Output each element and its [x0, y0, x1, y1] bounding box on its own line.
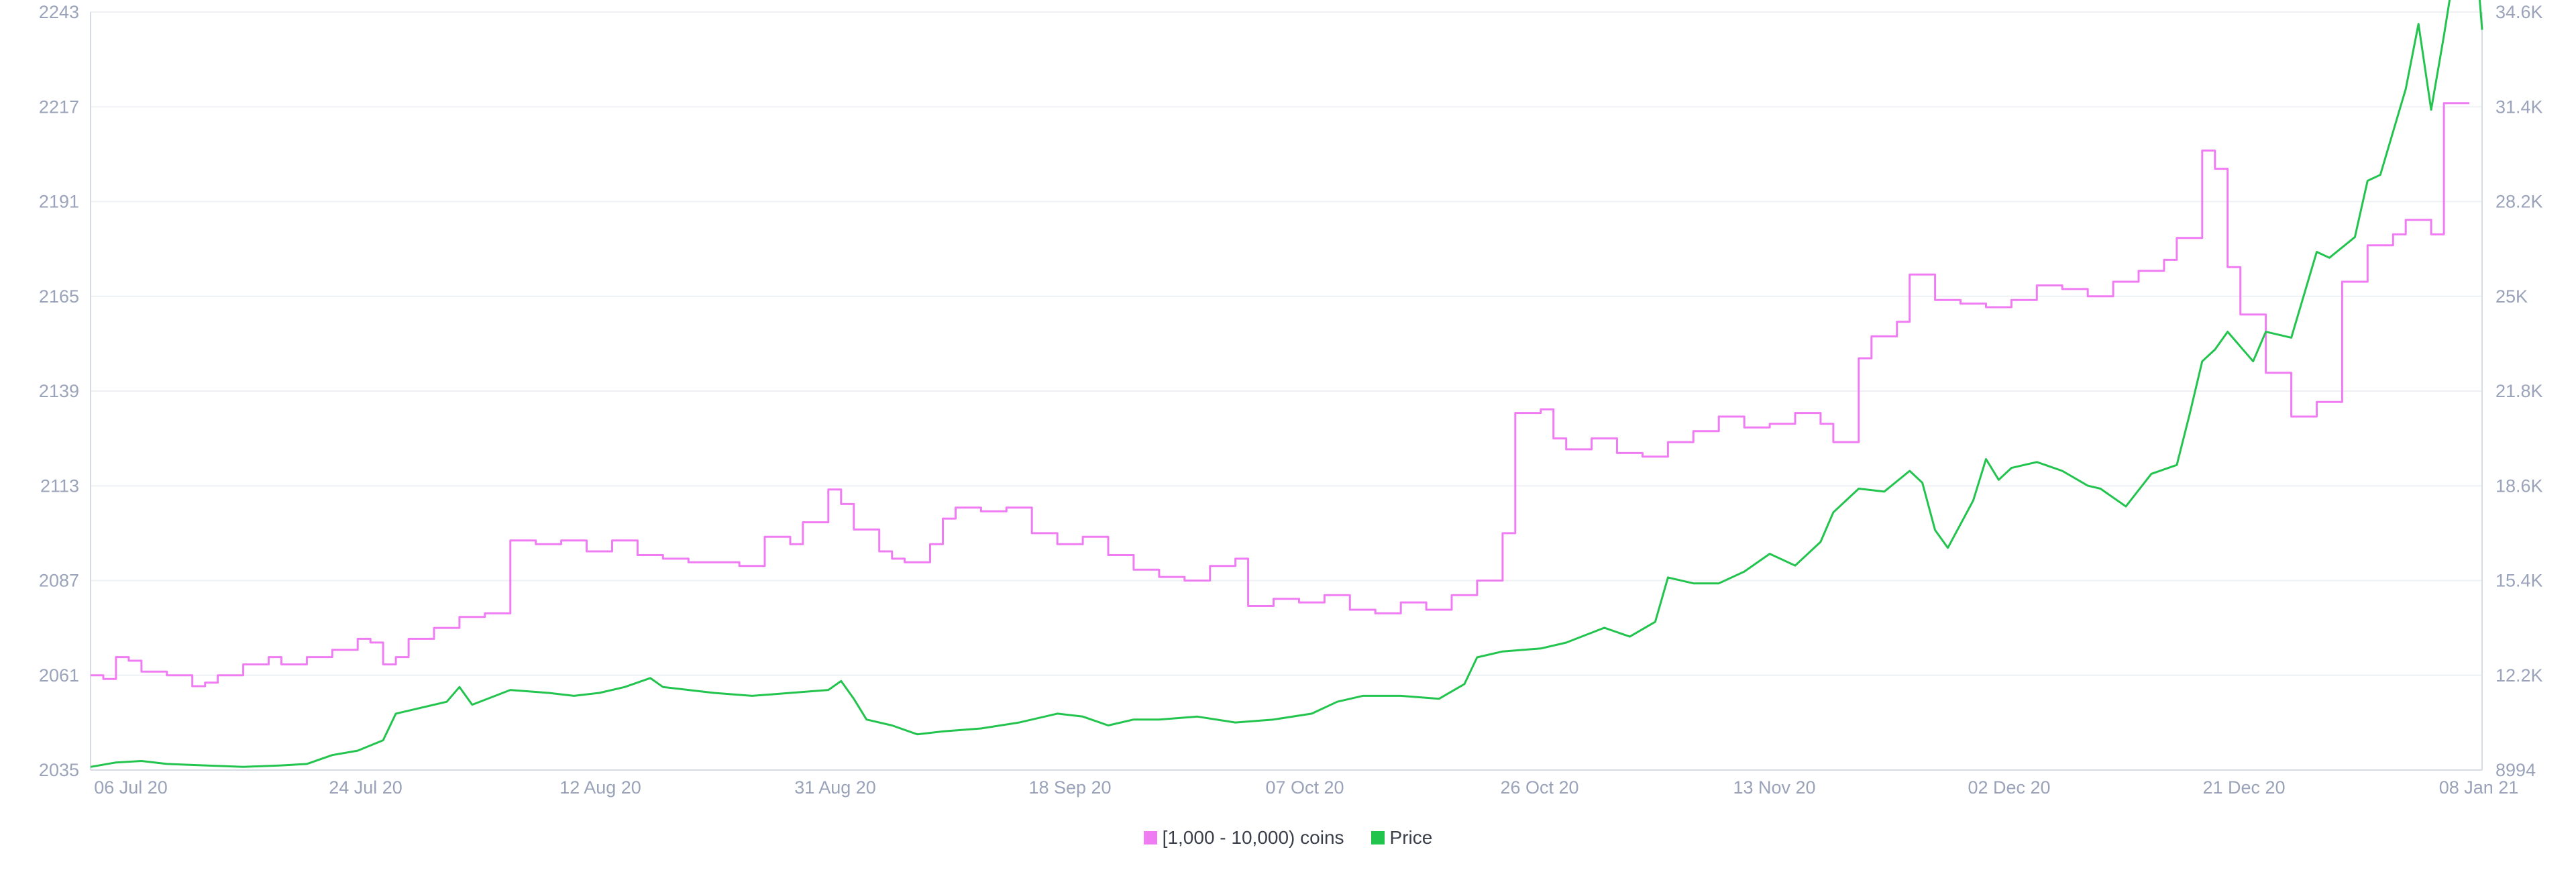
line-chart: 2035 2061 2087 2113 2139 2165 2191 2217 2243 899… — [39, 0, 2543, 798]
series-line-price — [90, 0, 2483, 768]
left-tick-label: 2191 — [39, 192, 79, 212]
left-tick-label: 2139 — [39, 381, 79, 401]
legend: [1,000 - 10,000) coins Price — [0, 827, 2576, 849]
right-tick-label: 21.8K — [2496, 381, 2543, 401]
series-lines — [90, 0, 2483, 768]
right-tick-label: 15.4K — [2496, 571, 2543, 591]
x-tick-label: 02 Dec 20 — [1968, 777, 2050, 798]
right-tick-label: 34.6K — [2496, 2, 2543, 22]
right-tick-label: 28.2K — [2496, 192, 2543, 212]
right-tick-label: 25K — [2496, 286, 2528, 307]
legend-label-price: Price — [1389, 827, 1433, 848]
left-tick-label: 2217 — [39, 97, 79, 117]
left-tick-label: 2061 — [39, 665, 79, 686]
right-axis-ticks: 8994 12.2K 15.4K 18.6K 21.8K 25K 28.2K 31.4K 34.… — [2496, 2, 2543, 780]
left-tick-label: 2087 — [39, 571, 79, 591]
x-tick-label: 18 Sep 20 — [1028, 777, 1111, 798]
legend-item-coins[interactable]: [1,000 - 10,000) coins — [1143, 827, 1344, 849]
x-tick-label: 31 Aug 20 — [794, 777, 876, 798]
x-tick-label: 26 Oct 20 — [1500, 777, 1578, 798]
x-tick-label: 06 Jul 20 — [94, 777, 168, 798]
x-tick-label: 08 Jan 21 — [2439, 777, 2519, 798]
legend-swatch-price — [1371, 831, 1385, 844]
legend-swatch-coins — [1143, 831, 1157, 844]
x-tick-label: 07 Oct 20 — [1265, 777, 1344, 798]
legend-label-coins: [1,000 - 10,000) coins — [1162, 827, 1344, 848]
left-axis-ticks: 2035 2061 2087 2113 2139 2165 2191 2217 2243 — [39, 2, 79, 780]
left-tick-label: 2243 — [39, 2, 79, 22]
legend-item-price[interactable]: Price — [1371, 827, 1433, 849]
axes — [90, 12, 2483, 771]
right-tick-label: 31.4K — [2496, 97, 2543, 117]
x-tick-label: 13 Nov 20 — [1733, 777, 1815, 798]
left-tick-label: 2035 — [39, 760, 79, 780]
right-tick-label: 18.6K — [2496, 476, 2543, 496]
gridlines — [91, 11, 2482, 676]
x-tick-label: 24 Jul 20 — [329, 777, 402, 798]
series-line-coins — [91, 102, 2469, 688]
left-tick-label: 2165 — [39, 286, 79, 307]
right-tick-label: 12.2K — [2496, 665, 2543, 686]
right-tick-label: 8994 — [2496, 760, 2536, 780]
left-tick-label: 2113 — [40, 476, 79, 496]
x-tick-label: 12 Aug 20 — [559, 777, 641, 798]
x-axis-ticks: 06 Jul 20 24 Jul 20 12 Aug 20 31 Aug 20 18 S… — [94, 777, 2518, 798]
x-tick-label: 21 Dec 20 — [2202, 777, 2285, 798]
